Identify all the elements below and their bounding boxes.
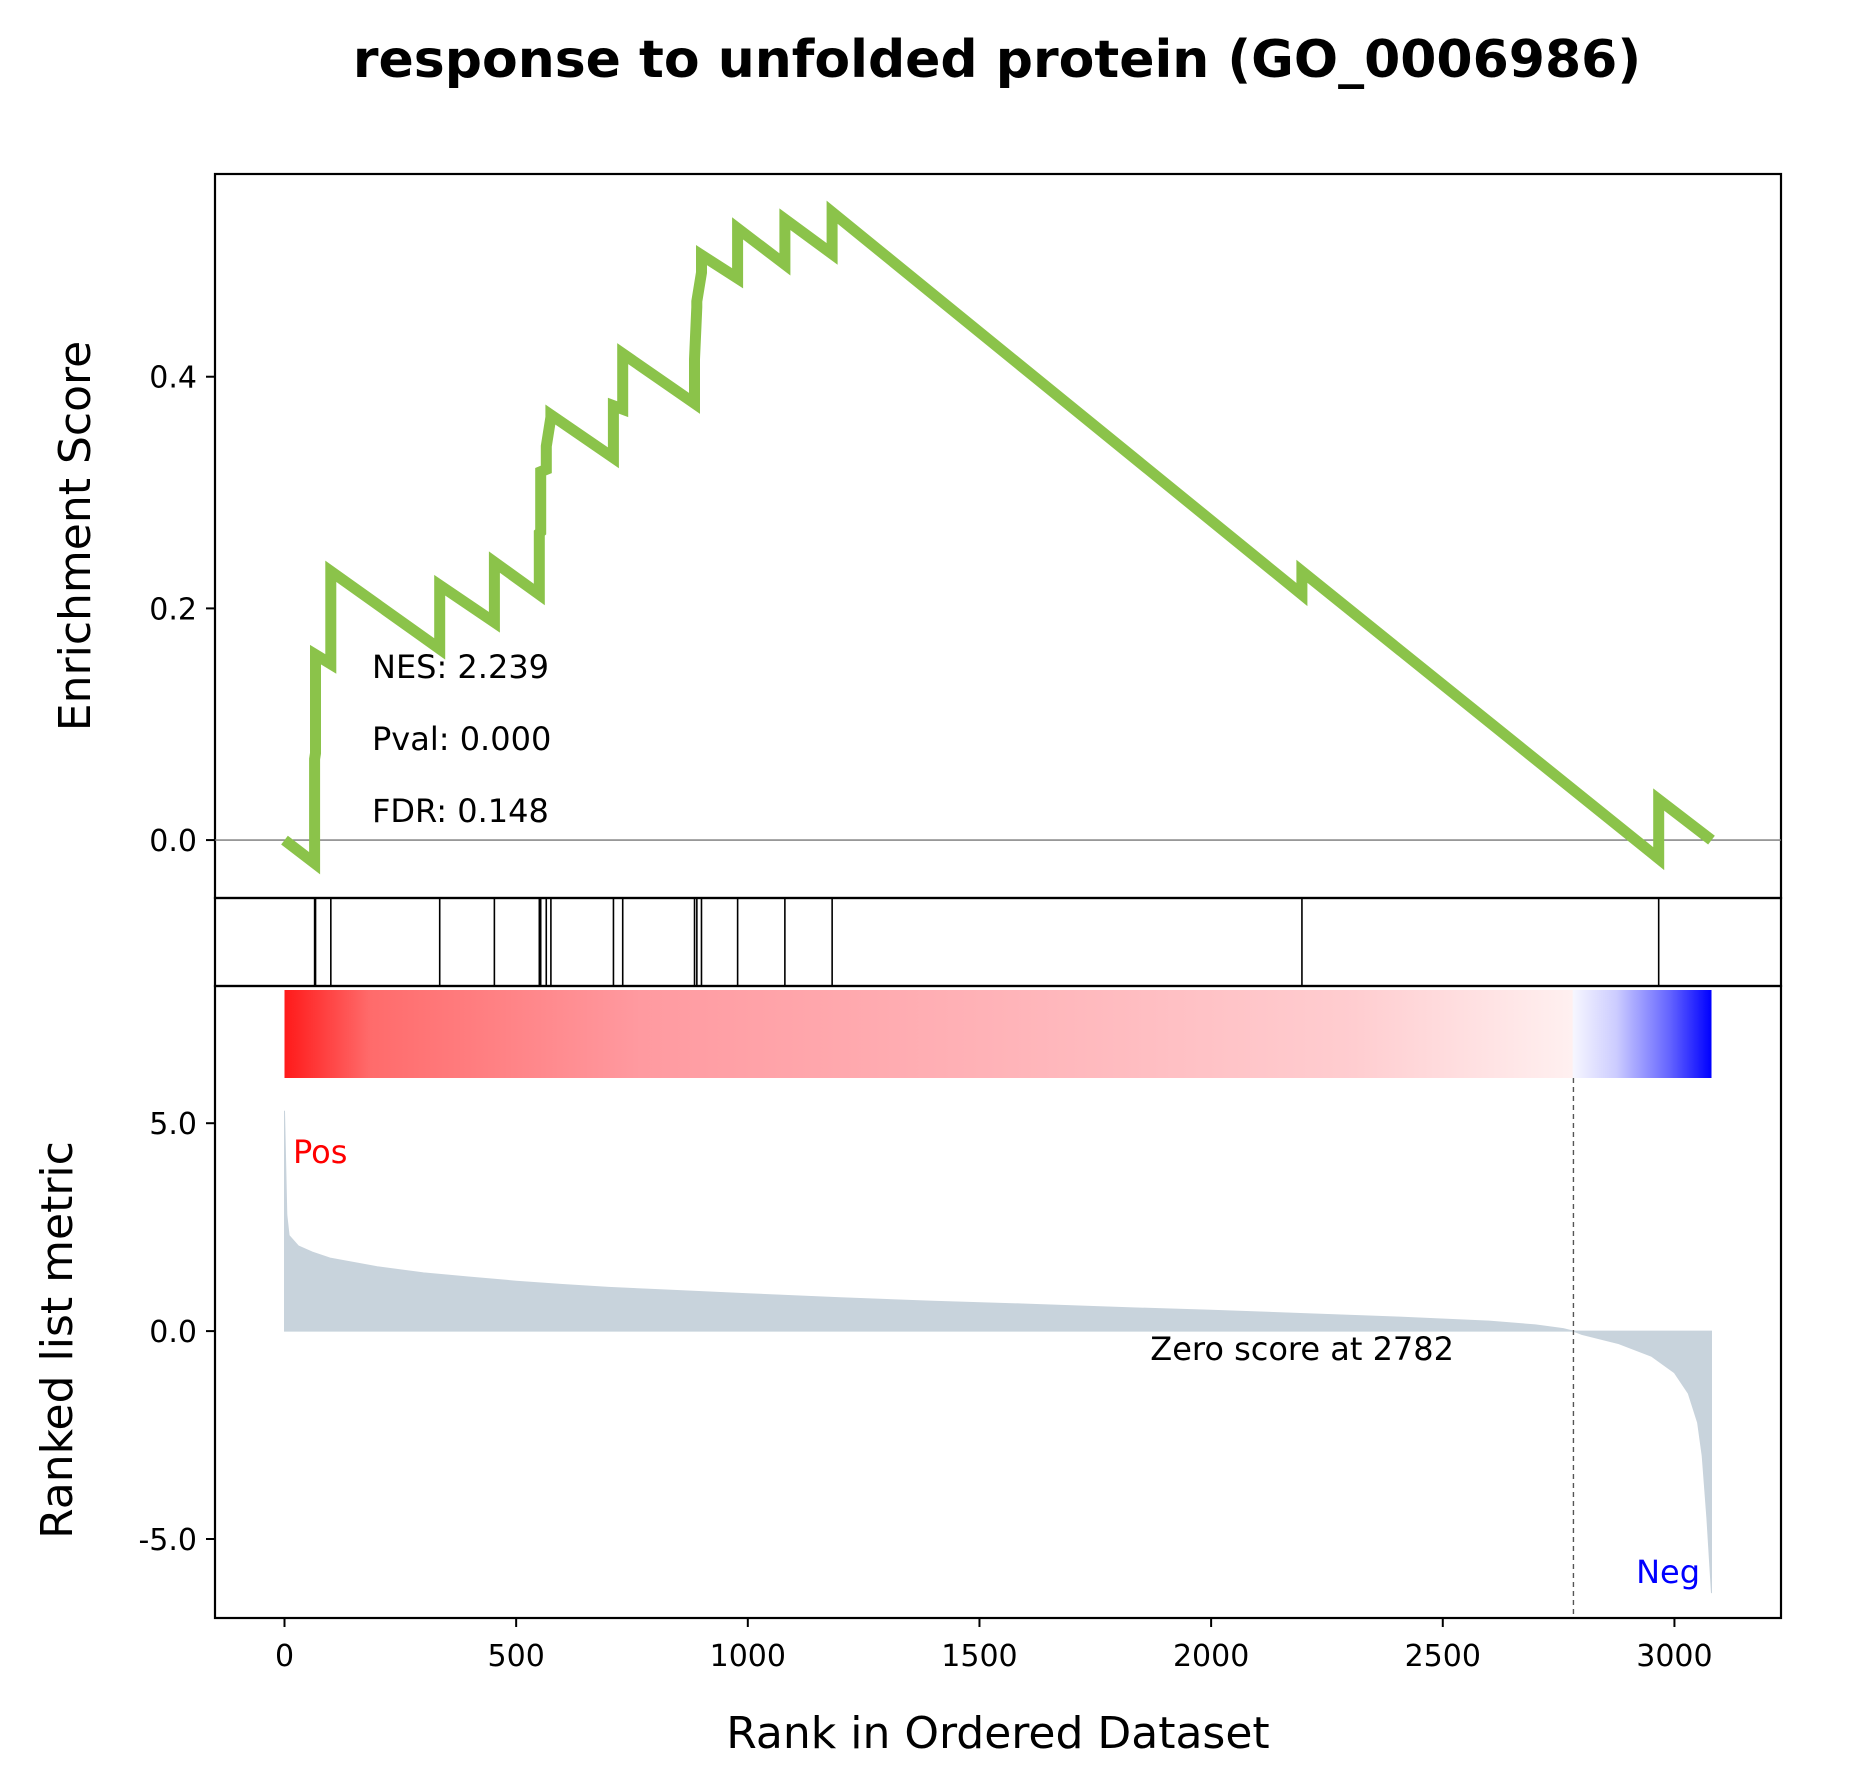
fdr-label: FDR: 0.148 (372, 792, 549, 830)
enrichment-ytick-label: 0.2 (149, 592, 197, 627)
hits-panel (213, 896, 1783, 988)
hits-panel-frame (213, 896, 1783, 988)
ranked-ytick-label: 0.0 (149, 1315, 197, 1350)
x-tick-label: 2000 (1173, 1639, 1249, 1674)
x-tick-label: 500 (488, 1639, 545, 1674)
nes-label: NES: 2.239 (372, 648, 549, 686)
enrichment-score-line (281, 200, 1715, 875)
zero-score-label: Zero score at 2782 (1150, 1330, 1454, 1368)
neg-label: Neg (1636, 1553, 1700, 1591)
x-tick-label: 0 (275, 1639, 294, 1674)
ranked-ytick-label: -5.0 (138, 1523, 197, 1558)
x-tick-label: 2500 (1405, 1639, 1481, 1674)
pval-label: Pval: 0.000 (372, 720, 551, 758)
ranked-metric-panel: 5.0 0.0 -5.0 Zero score at 2782 Pos Neg Ra… (32, 984, 1783, 1620)
ranked-metric-area (284, 1110, 1712, 1594)
x-tick-label: 1500 (941, 1639, 1017, 1674)
ranked-panel-frame (213, 984, 1783, 1620)
x-axis-label: Rank in Ordered Dataset (726, 1708, 1269, 1759)
ranked-ylabel: Ranked list metric (32, 1141, 83, 1539)
ranked-ytick-label: 5.0 (149, 1107, 197, 1142)
enrichment-ytick-label: 0.4 (149, 361, 197, 396)
x-tick-label: 1000 (710, 1639, 786, 1674)
pos-label: Pos (293, 1133, 347, 1171)
enrichment-panel-frame (213, 172, 1783, 900)
enrichment-ytick-label: 0.0 (149, 824, 197, 859)
chart-title: response to unfolded protein (GO_0006986… (353, 30, 1641, 90)
enrichment-score-panel: 0.0 0.2 0.4 NES: 2.239 Pval: 0.000 FDR: 0.… (50, 172, 1783, 900)
rank-colorbar (284, 990, 1712, 1078)
x-tick-label: 3000 (1636, 1639, 1712, 1674)
enrichment-ylabel: Enrichment Score (50, 341, 101, 731)
